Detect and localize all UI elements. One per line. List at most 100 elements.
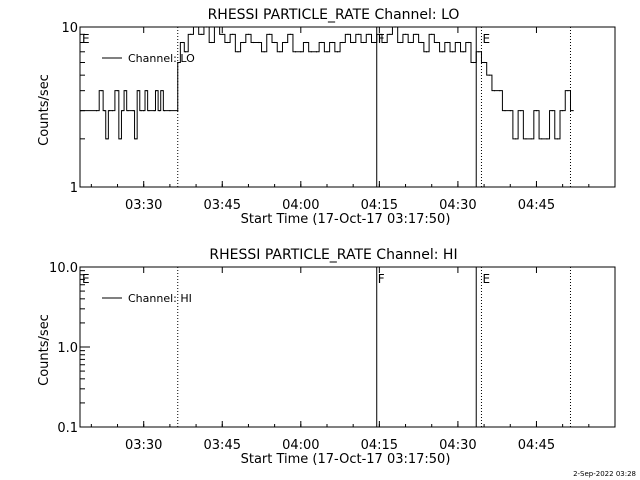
panel1-data-point (462, 51, 464, 53)
panel2-legend-entry: Channel: HI (128, 292, 192, 305)
panel1-data-point (132, 110, 134, 112)
panel1-data-point (562, 110, 564, 112)
panel1-data-point (509, 110, 511, 112)
panel1-data-point (514, 138, 517, 140)
panel1-y-axis-label: Counts/sec (37, 74, 52, 146)
panel1-data-point (185, 51, 187, 53)
panel1-data-point (530, 138, 532, 140)
panel1-data-point (195, 26, 197, 28)
panel1-data-point (363, 41, 365, 44)
panel1-data-point (321, 41, 323, 44)
panel2-y-tick-label: 1.0 (57, 341, 78, 356)
panel1-data-point (289, 33, 291, 35)
panel1-data-point (305, 41, 307, 44)
panel1-data-point (232, 33, 234, 35)
panel2-chart-title: RHESSI PARTICLE_RATE Channel: HI (209, 247, 457, 263)
panel1-data-point (431, 33, 433, 35)
panel2-event-marker-label: F (378, 272, 385, 286)
panel1-data-point (221, 33, 223, 35)
panel1-x-tick-label: 03:45 (204, 198, 241, 213)
panel1-corner-label: E (82, 32, 90, 46)
panel1-data-point (567, 90, 569, 92)
panel1-data-point (535, 110, 538, 112)
panel1-data-point (310, 51, 312, 53)
panel2-x-tick-label: 03:45 (204, 438, 241, 453)
panel1-data-point (352, 41, 354, 44)
panel2-y-tick-label: 0.1 (57, 421, 78, 436)
panel2-x-tick-label: 04:00 (282, 438, 319, 453)
panel1-data-point (279, 51, 281, 53)
panel1-data-point (294, 51, 297, 53)
panel1-data-point (410, 41, 412, 44)
panel2-y-axis-label: Counts/sec (37, 314, 52, 386)
panel1-data-point (216, 26, 218, 28)
panel1-data-point (80, 110, 82, 112)
panel1-data-point (140, 110, 142, 112)
panel1-event-marker-label: F (378, 32, 385, 46)
panel1-chart-title: RHESSI PARTICLE_RATE Channel: LO (208, 7, 460, 23)
panel1-data-point (541, 138, 543, 140)
panel1-data-point (315, 51, 318, 53)
panel1-data-point (446, 41, 449, 44)
panel1-data-point (415, 33, 417, 35)
panel1-x-tick-label: 03:30 (125, 198, 162, 213)
panel1-data-point (156, 90, 158, 92)
panel1-data-point (122, 110, 124, 112)
panel1-data-point (263, 51, 265, 53)
panel1-data-point (169, 110, 171, 112)
panel1-data-point (103, 110, 106, 112)
panel1-data-point (504, 110, 506, 112)
panel1-data-point (425, 51, 428, 53)
panel1-x-tick-label: 04:00 (282, 198, 319, 213)
panel1-data-point (237, 51, 239, 53)
panel1-x-tick-label: 04:15 (361, 198, 398, 213)
panel1-data-point (161, 90, 163, 92)
panel1-data-point (109, 110, 111, 112)
panel1-data-point (119, 138, 121, 140)
panel1-data-point (190, 33, 192, 35)
panel1-data-point (546, 138, 548, 140)
panel1-legend-entry: Channel: LO (128, 52, 195, 65)
panel1-data-point (274, 41, 276, 44)
panel1-data-point (226, 41, 229, 44)
panel1-y-tick-label: 10 (61, 21, 78, 36)
panel1-data-point (145, 90, 147, 92)
panel2-x-tick-label: 04:15 (361, 438, 398, 453)
panel1-data-point (473, 61, 475, 64)
panel1-data-point (478, 51, 480, 53)
panel1-series-line (80, 26, 574, 140)
panel1-data-point (467, 41, 469, 44)
panel1-plot-frame (79, 26, 616, 188)
panel1-data-point (300, 51, 302, 53)
panel1-data-point (124, 90, 126, 92)
panel1-data-point (253, 41, 255, 44)
panel1-data-point (525, 138, 527, 140)
panel1-data-point (177, 110, 179, 112)
panel1-data-point (247, 33, 250, 35)
panel1-data-point (493, 90, 496, 92)
panel1-data-point (326, 51, 328, 53)
panel1-data-point (336, 51, 339, 53)
panel1-data-point (211, 41, 213, 44)
panel2-y-tick-label: 10.0 (49, 261, 78, 276)
panel1-data-point (520, 110, 522, 112)
panel1-data-point (441, 51, 443, 53)
panel1-data-point (158, 110, 161, 112)
panel1-data-point (499, 90, 501, 92)
panel1-data-point (483, 61, 485, 64)
panel1-data-point (111, 110, 113, 112)
panel1-data-point (331, 41, 333, 44)
panel1-data-point (135, 138, 137, 140)
panel1-data-point (177, 61, 179, 64)
panel2-x-tick-label: 04:45 (518, 438, 555, 453)
panel1-data-point (457, 41, 459, 44)
panel1-data-point (551, 110, 553, 112)
panel1-data-point (148, 110, 150, 112)
panel1-data-point (182, 41, 184, 44)
panel1-data-point (404, 33, 407, 35)
panel1-data-point (389, 33, 391, 35)
panel1-data-point (258, 41, 260, 44)
panel1-data-point (143, 110, 145, 112)
panel1-data-point (242, 41, 244, 44)
